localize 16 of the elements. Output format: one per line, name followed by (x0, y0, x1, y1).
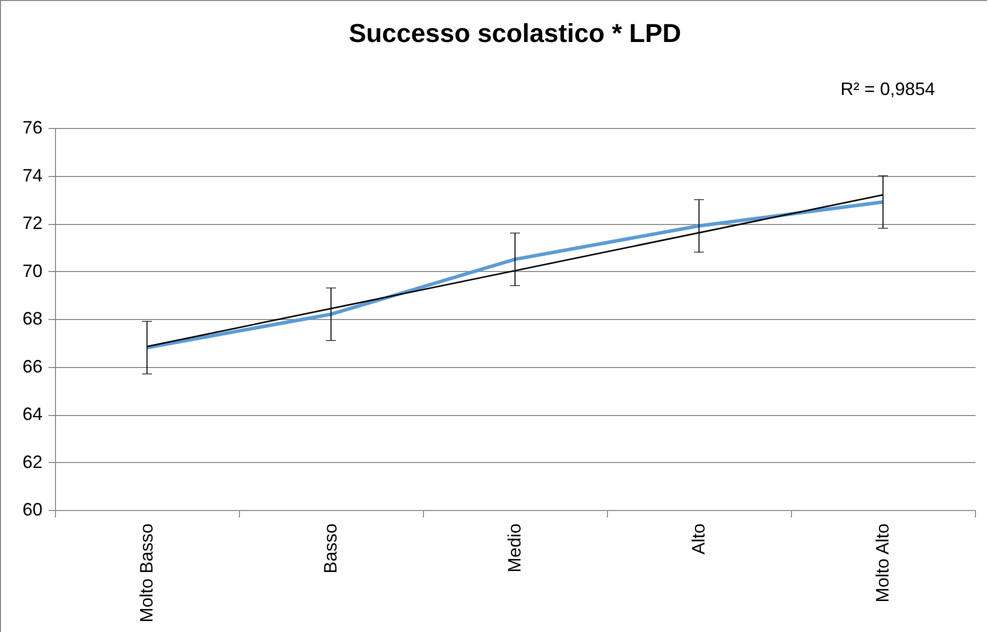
y-tick-label: 66 (22, 356, 42, 376)
x-tick-label: Medio (504, 524, 524, 573)
chart-title: Successo scolastico * LPD (348, 18, 682, 48)
x-tick-label: Molto Alto (872, 524, 892, 603)
x-tick-label: Molto Basso (136, 524, 156, 623)
x-tick-label: Basso (320, 524, 340, 574)
y-tick-label: 64 (22, 404, 42, 424)
y-tick-label: 72 (22, 213, 42, 233)
y-tick-label: 60 (22, 500, 42, 520)
y-tick-label: 68 (22, 308, 42, 328)
y-tick-label: 62 (22, 452, 42, 472)
y-tick-label: 70 (22, 260, 42, 281)
x-tick-label: Alto (688, 524, 708, 555)
y-tick-label: 74 (22, 165, 42, 186)
y-tick-label: 76 (22, 118, 42, 138)
text: R² = 0,9854 (840, 79, 935, 99)
